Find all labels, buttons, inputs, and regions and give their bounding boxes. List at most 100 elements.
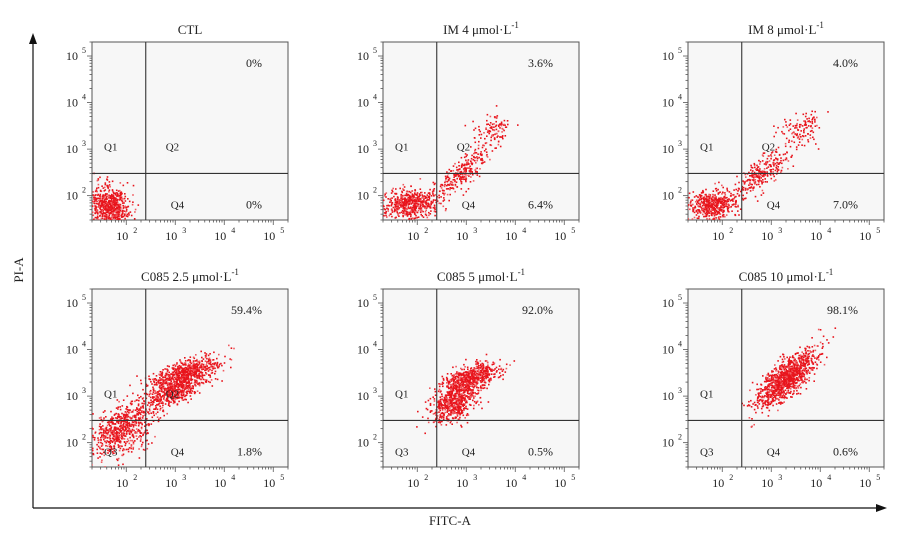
- event-dot: [755, 181, 757, 183]
- event-dot: [108, 223, 110, 225]
- event-dot: [466, 156, 468, 158]
- event-dot: [192, 372, 194, 374]
- event-dot: [473, 180, 475, 182]
- event-dot: [396, 193, 398, 195]
- event-dot: [429, 206, 431, 208]
- event-dot: [102, 225, 104, 227]
- event-dot: [217, 362, 219, 364]
- event-dot: [97, 210, 99, 212]
- event-dot: [478, 157, 480, 159]
- y-tick-label: 10: [66, 189, 78, 203]
- event-dot: [442, 409, 444, 411]
- event-dot: [98, 468, 100, 470]
- event-dot: [139, 457, 141, 459]
- event-dot: [139, 412, 141, 414]
- event-dot: [132, 204, 134, 206]
- event-dot: [112, 208, 114, 210]
- event-dot: [92, 205, 94, 207]
- event-dot: [495, 121, 497, 123]
- event-dot: [116, 459, 118, 461]
- event-dot: [152, 379, 154, 381]
- event-dot: [180, 385, 182, 387]
- event-dot: [89, 203, 91, 205]
- event-dot: [755, 179, 757, 181]
- event-dot: [112, 181, 114, 183]
- event-dot: [790, 156, 792, 158]
- event-dot: [128, 214, 130, 216]
- event-dot: [202, 377, 204, 379]
- event-dot: [124, 449, 126, 451]
- event-dot: [691, 199, 693, 201]
- event-dot: [131, 403, 133, 405]
- event-dot: [461, 183, 463, 185]
- event-dot: [412, 193, 414, 195]
- event-dot: [155, 378, 157, 380]
- event-dot: [801, 144, 803, 146]
- event-dot: [711, 213, 713, 215]
- event-dot: [163, 410, 165, 412]
- event-dot: [106, 214, 108, 216]
- event-dot: [122, 464, 124, 466]
- event-dot: [384, 195, 386, 197]
- event-dot: [188, 380, 190, 382]
- event-dot: [182, 399, 184, 401]
- event-dot: [721, 185, 723, 187]
- event-dot: [765, 164, 767, 166]
- event-dot: [727, 221, 729, 223]
- event-dot: [99, 423, 101, 425]
- event-dot: [737, 190, 739, 192]
- event-dot: [705, 207, 707, 209]
- event-dot: [97, 437, 99, 439]
- event-dot: [773, 165, 775, 167]
- event-dot: [697, 209, 699, 211]
- event-dot: [138, 425, 140, 427]
- event-dot: [116, 441, 118, 443]
- event-dot: [703, 216, 705, 218]
- event-dot: [486, 155, 488, 157]
- x-tick-label: 10: [263, 476, 275, 490]
- event-dot: [98, 202, 100, 204]
- event-dot: [201, 365, 203, 367]
- event-dot: [714, 199, 716, 201]
- event-dot: [191, 375, 193, 377]
- event-dot: [802, 125, 804, 127]
- event-dot: [159, 395, 161, 397]
- event-dot: [392, 211, 394, 213]
- event-dot: [396, 202, 398, 204]
- event-dot: [147, 448, 149, 450]
- event-dot: [121, 193, 123, 195]
- event-dot: [108, 423, 110, 425]
- event-dot: [474, 401, 476, 403]
- y-tick-exponent: 4: [82, 93, 86, 102]
- event-dot: [827, 111, 829, 113]
- event-dot: [762, 181, 764, 183]
- event-dot: [111, 211, 113, 213]
- event-dot: [710, 205, 712, 207]
- event-dot: [158, 398, 160, 400]
- event-dot: [101, 460, 103, 462]
- event-dot: [705, 194, 707, 196]
- event-dot: [125, 428, 127, 430]
- event-dot: [163, 380, 165, 382]
- event-dot: [756, 165, 758, 167]
- event-dot: [160, 397, 162, 399]
- event-dot: [113, 192, 115, 194]
- event-dot: [468, 163, 470, 165]
- event-dot: [410, 200, 412, 202]
- event-dot: [161, 399, 163, 401]
- event-dot: [170, 373, 172, 375]
- event-dot: [475, 128, 477, 130]
- event-dot: [398, 213, 400, 215]
- event-dot: [718, 207, 720, 209]
- event-dot: [111, 202, 113, 204]
- y-tick-label: 10: [662, 49, 674, 63]
- event-dot: [109, 430, 111, 432]
- event-dot: [181, 362, 183, 364]
- percent-upper-right: 3.6%: [528, 56, 553, 70]
- event-dot: [701, 192, 703, 194]
- event-dot: [420, 201, 422, 203]
- event-dot: [103, 201, 105, 203]
- y-tick-exponent: 3: [82, 386, 86, 395]
- event-dot: [128, 412, 130, 414]
- quadrant-label-q4: Q4: [171, 199, 185, 211]
